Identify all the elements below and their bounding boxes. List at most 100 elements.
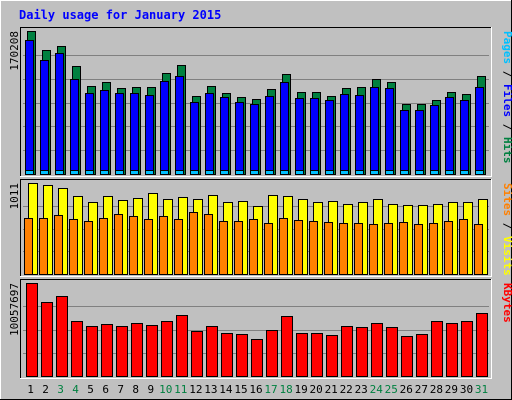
bar-pages (115, 170, 124, 175)
bar-files (145, 95, 154, 175)
y-max-label: 1011 (8, 183, 21, 210)
bar-sites (174, 219, 183, 275)
bar-kbytes (311, 333, 323, 377)
bar-kbytes (446, 323, 458, 377)
bar-kbytes (386, 327, 398, 377)
x-axis-labels: 1 2 3 4 5 6 7 8 9 10 11 12 13 14 15 16 17 18 19 20 21 22 23 24 2… (27, 383, 488, 396)
bar-pages (175, 170, 184, 175)
bar-sites (99, 218, 108, 275)
bar-sites (24, 218, 33, 275)
x-tick-label: 19 (294, 383, 307, 396)
bar-kbytes (341, 326, 353, 377)
bar-files (430, 105, 439, 175)
axis-label-part: Visits (501, 236, 512, 276)
bar-pages (40, 170, 49, 175)
bar-files (25, 40, 34, 175)
bar-sites (114, 214, 123, 275)
bar-files (295, 98, 304, 175)
x-tick-label: 30 (460, 383, 473, 396)
bar-pages (220, 170, 229, 175)
bar-files (115, 93, 124, 175)
bar-files (250, 104, 259, 175)
bar-sites (234, 221, 243, 275)
bar-pages (205, 170, 214, 175)
bar-kbytes (431, 321, 443, 377)
x-tick-label: 10 (159, 383, 172, 396)
bar-pages (355, 170, 364, 175)
bar-sites (444, 221, 453, 275)
bar-sites (459, 219, 468, 275)
bar-kbytes (296, 333, 308, 377)
bar-pages (325, 170, 334, 175)
bar-files (415, 110, 424, 175)
axis-label-part: KBytes (501, 283, 512, 323)
bar-pages (70, 170, 79, 175)
bar-files (475, 87, 484, 175)
y-max-label: 10057697 (8, 283, 21, 336)
axis-label-part: Hits (501, 137, 512, 164)
bar-sites (189, 212, 198, 275)
bar-sites (294, 220, 303, 275)
bar-pages (160, 170, 169, 175)
x-tick-label: 11 (174, 383, 187, 396)
axis-label-part: Files (501, 84, 512, 117)
chart-panels: 170208 Pages / Files / Hits 1011 Sites / Vi… (8, 27, 512, 379)
x-tick-label: 5 (87, 383, 94, 396)
x-tick-label: 26 (400, 383, 413, 396)
x-tick-label: 24 (370, 383, 384, 396)
bar-files (40, 60, 49, 175)
bar-files (445, 97, 454, 175)
bar-pages (250, 170, 259, 175)
x-tick-label: 15 (234, 383, 247, 396)
bar-pages (400, 170, 409, 175)
axis-label-part: / (501, 64, 512, 84)
bar-sites (264, 223, 273, 275)
bar-files (85, 93, 94, 175)
bar-pages (235, 170, 244, 175)
bar-files (175, 76, 184, 175)
bar-pages (55, 170, 64, 175)
bar-kbytes (116, 326, 128, 377)
bar-kbytes (41, 302, 53, 377)
bar-files (235, 102, 244, 175)
bar-kbytes (86, 326, 98, 377)
x-tick-label: 23 (355, 383, 368, 396)
bar-files (190, 102, 199, 175)
x-tick-label: 25 (385, 383, 398, 396)
chart-title: Daily usage for January 2015 (19, 8, 221, 22)
bar-files (340, 94, 349, 175)
series-axis-label: Sites / Visits (501, 183, 512, 276)
bar-pages (295, 170, 304, 175)
bar-pages (460, 170, 469, 175)
panel-visits_sites: 1011 Sites / Visits (8, 179, 512, 277)
axis-label-part: Sites (501, 183, 512, 216)
x-tick-label: 18 (279, 383, 292, 396)
bar-files (70, 79, 79, 175)
x-tick-label: 12 (189, 383, 202, 396)
bar-sites (369, 224, 378, 275)
bar-kbytes (146, 325, 158, 377)
x-tick-label: 14 (219, 383, 233, 396)
bar-pages (265, 170, 274, 175)
x-tick-label: 7 (117, 383, 124, 396)
bar-kbytes (131, 323, 143, 377)
bar-pages (145, 170, 154, 175)
bar-files (220, 97, 229, 175)
x-tick-label: 1 (27, 383, 34, 396)
bar-kbytes (206, 326, 218, 377)
bar-sites (159, 216, 168, 275)
bar-pages (370, 170, 379, 175)
bar-kbytes (356, 327, 368, 377)
panel-kbytes: 10057697 KBytes (8, 279, 512, 379)
axis-label-part: / (501, 216, 512, 236)
bar-files (385, 88, 394, 175)
bar-kbytes (476, 313, 488, 377)
x-tick-label: 22 (340, 383, 353, 396)
bar-sites (339, 223, 348, 275)
x-tick-label: 8 (132, 383, 139, 396)
bar-kbytes (191, 331, 203, 377)
y-max-label: 170208 (8, 31, 21, 71)
bar-sites (384, 223, 393, 275)
panel-hits_files_pages: 170208 Pages / Files / Hits (8, 27, 512, 177)
bar-sites (144, 219, 153, 275)
